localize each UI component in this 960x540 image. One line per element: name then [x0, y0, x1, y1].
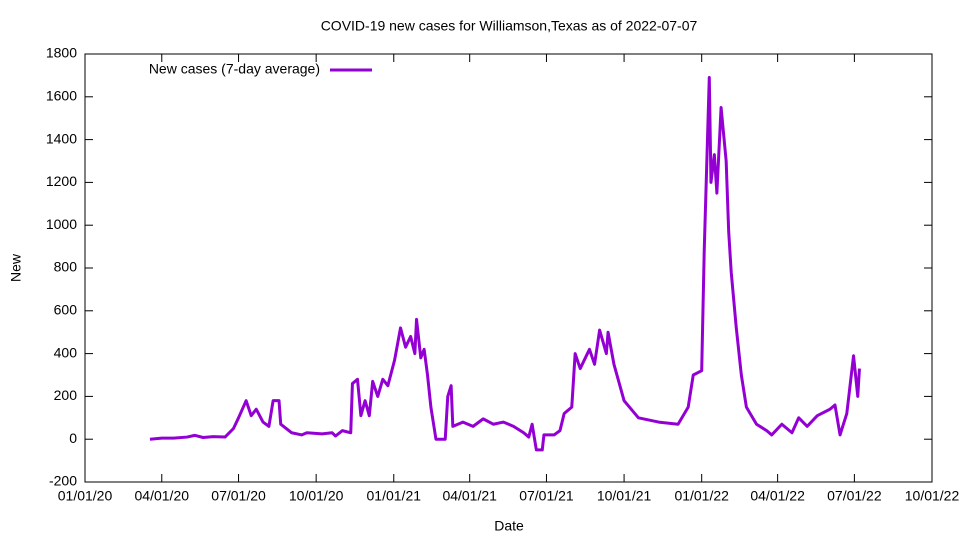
y-tick-label: 600: [54, 302, 78, 318]
x-tick-label: 04/01/21: [442, 488, 497, 504]
y-tick-label: -200: [49, 473, 77, 489]
x-tick-label: 10/01/22: [905, 488, 960, 504]
legend-label: New cases (7-day average): [149, 61, 320, 77]
y-tick-label: 200: [54, 387, 78, 403]
x-tick-label: 04/01/22: [750, 488, 805, 504]
x-tick-label: 01/01/20: [58, 488, 113, 504]
x-tick-label: 10/01/20: [289, 488, 344, 504]
y-tick-label: 1000: [46, 216, 77, 232]
y-axis-label: New: [8, 253, 24, 282]
y-tick-label: 1200: [46, 173, 77, 189]
y-tick-label: 400: [54, 344, 78, 360]
data-line: [149, 76, 861, 452]
y-tick-label: 1400: [46, 130, 77, 146]
plot-border: [84, 53, 933, 483]
x-tick-label: 07/01/21: [519, 488, 574, 504]
x-tick-label: 07/01/20: [211, 488, 266, 504]
x-tick-label: 10/01/21: [597, 488, 652, 504]
x-tick-label: 01/01/22: [674, 488, 729, 504]
x-tick-label: 01/01/21: [367, 488, 422, 504]
y-tick-label: 1600: [46, 88, 77, 104]
x-axis-label: Date: [494, 518, 524, 534]
y-tick-label: 1800: [46, 45, 77, 61]
y-tick-label: 800: [54, 259, 78, 275]
x-tick-label: 04/01/20: [135, 488, 190, 504]
chart-title: COVID-19 new cases for Williamson,Texas …: [321, 18, 698, 34]
y-tick-label: 0: [69, 430, 77, 446]
x-tick-label: 07/01/22: [827, 488, 882, 504]
